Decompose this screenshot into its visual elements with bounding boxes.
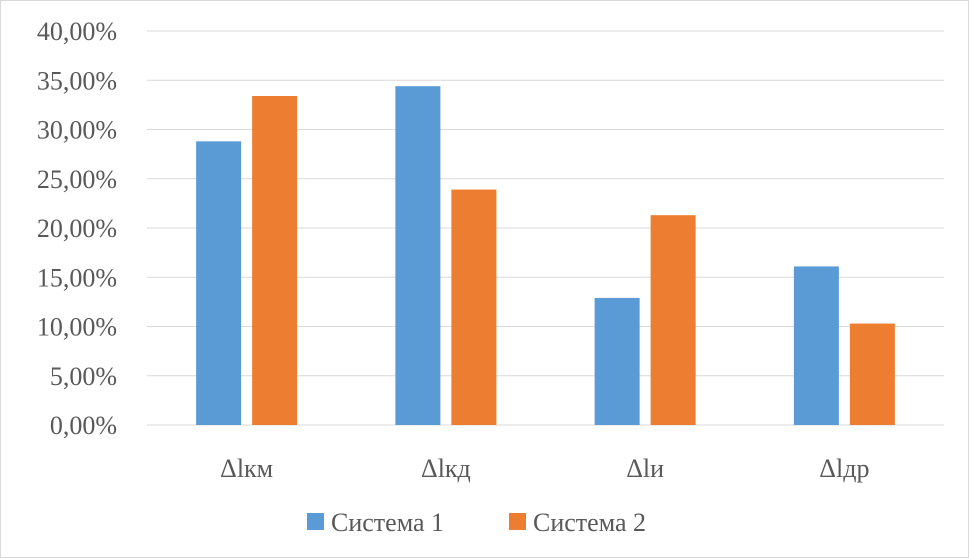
y-tick-label: 20,00% bbox=[37, 214, 117, 243]
x-category-label: Δlдр bbox=[819, 454, 869, 483]
y-axis-ticks: 0,00% 5,00% 10,00% 15,00% 20,00% 25,00% 30,00%… bbox=[37, 17, 117, 440]
bar-2-2 bbox=[451, 189, 497, 425]
legend-swatch bbox=[509, 513, 526, 530]
y-tick-label: 15,00% bbox=[37, 263, 117, 292]
bar-1-2 bbox=[395, 86, 441, 425]
bars bbox=[196, 86, 895, 425]
y-tick-label: 40,00% bbox=[37, 17, 117, 46]
y-tick-label: 0,00% bbox=[50, 411, 117, 440]
y-tick-label: 35,00% bbox=[37, 66, 117, 95]
y-tick-label: 25,00% bbox=[37, 165, 117, 194]
legend-label: Система 2 bbox=[533, 508, 646, 537]
y-tick-label: 5,00% bbox=[50, 362, 117, 391]
x-category-label: Δlкд bbox=[421, 454, 471, 483]
x-category-label: Δlи bbox=[626, 454, 664, 483]
legend: Система 1 Система 2 bbox=[307, 508, 646, 537]
bar-1-3 bbox=[594, 297, 640, 425]
legend-swatch bbox=[307, 513, 324, 530]
bar-2-1 bbox=[252, 96, 298, 425]
bar-1-4 bbox=[793, 266, 839, 425]
bar-1-1 bbox=[196, 141, 242, 425]
y-tick-label: 30,00% bbox=[37, 116, 117, 145]
legend-label: Система 1 bbox=[331, 508, 444, 537]
bar-2-4 bbox=[849, 323, 895, 425]
x-category-label: Δlкм bbox=[220, 454, 273, 483]
x-axis-labels: Δlкм Δlкд Δlи Δlдр bbox=[220, 454, 869, 483]
y-tick-label: 10,00% bbox=[37, 313, 117, 342]
bar-2-3 bbox=[650, 215, 696, 425]
